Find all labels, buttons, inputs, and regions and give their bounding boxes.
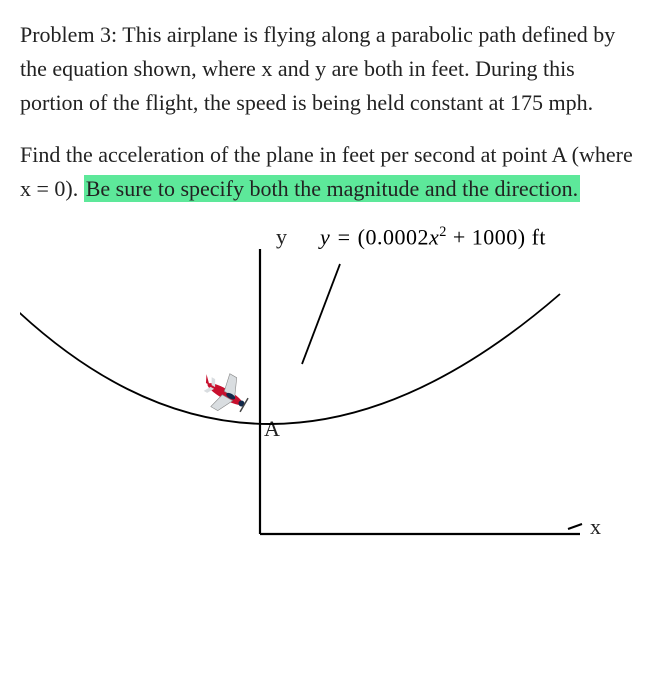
- figure: y y = (0.0002x2 + 1000) ft A x: [20, 224, 640, 554]
- problem-title-prefix: Problem 3:: [20, 22, 122, 47]
- problem-highlight: Be sure to specify both the magnitude an…: [84, 175, 580, 202]
- airplane-icon: [193, 364, 254, 421]
- problem-paragraph-2: Find the acceleration of the plane in fe…: [20, 138, 640, 206]
- problem-paragraph-1: Problem 3: This airplane is flying along…: [20, 18, 640, 120]
- tangent-mark: [302, 264, 340, 364]
- parabola-curve: [20, 294, 560, 424]
- x-axis-tick: [568, 524, 582, 529]
- figure-svg: [20, 224, 640, 554]
